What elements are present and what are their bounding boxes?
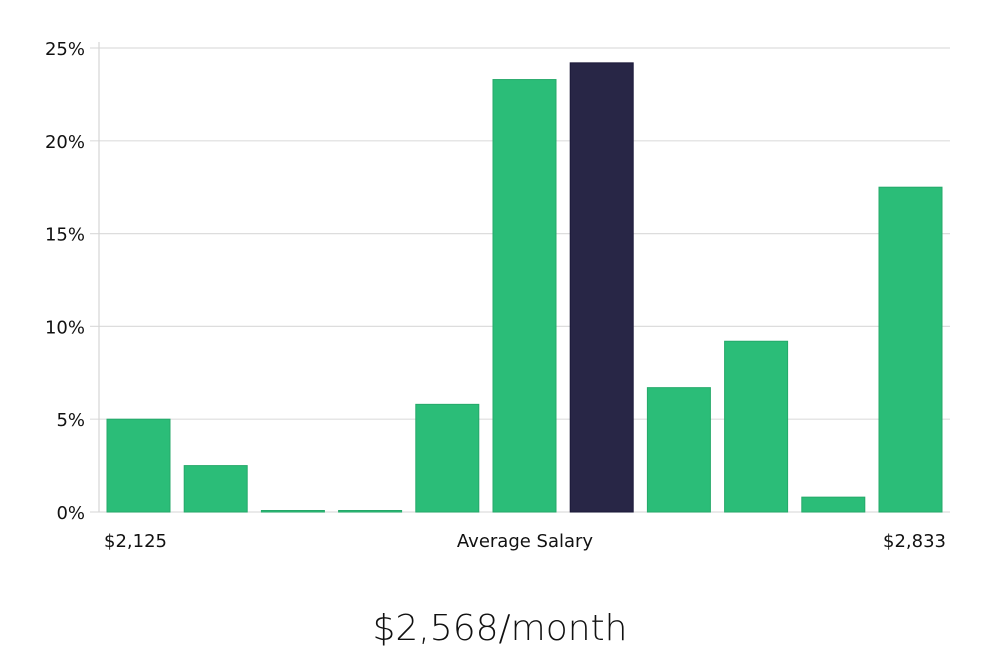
y-tick-label: 10% <box>45 317 85 338</box>
y-tick-label: 0% <box>56 503 85 524</box>
bar <box>183 465 248 513</box>
bar <box>338 510 403 513</box>
y-tick-label: 25% <box>45 39 85 60</box>
x-min-label: $2,125 <box>104 531 167 552</box>
x-max-label: $2,833 <box>883 531 946 552</box>
bar <box>260 510 325 513</box>
y-tick-label: 15% <box>45 225 85 246</box>
y-tick-label: 5% <box>56 410 85 431</box>
bar <box>878 186 943 513</box>
x-axis-title: Average Salary <box>457 531 594 552</box>
salary-histogram: 0% 5% 10% 15% 20% 25% $2,125 Average Salary $… <box>45 39 950 552</box>
bar <box>801 496 866 513</box>
highlighted-bar <box>569 62 634 513</box>
bar <box>646 387 711 513</box>
bar <box>492 79 557 513</box>
y-tick-label: 20% <box>45 132 85 153</box>
bars <box>106 62 943 513</box>
average-salary-headline: $2,568/month <box>372 608 628 649</box>
bar <box>415 403 480 513</box>
y-axis-ticks: 0% 5% 10% 15% 20% 25% <box>45 39 85 524</box>
bar <box>106 418 171 513</box>
bar <box>724 340 789 513</box>
